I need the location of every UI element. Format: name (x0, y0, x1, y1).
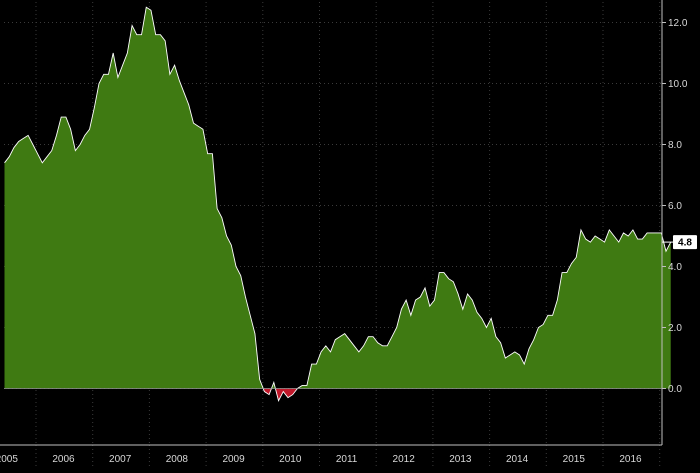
x-tick-label: 2015 (563, 454, 586, 465)
y-tick-label: 6.0 (668, 201, 682, 212)
x-tick-label: 2005 (0, 454, 18, 465)
area-series (4, 6, 672, 402)
series-line (4, 6, 672, 402)
y-tick-label: 4.0 (668, 262, 682, 273)
x-tick-label: 2013 (449, 454, 472, 465)
last-value-label: 4.8 (678, 238, 692, 249)
x-tick-label: 2007 (109, 454, 132, 465)
x-tick-label: 2016 (619, 454, 642, 465)
y-tick-label: 2.0 (668, 323, 682, 334)
positive-area (4, 7, 671, 389)
x-tick-label: 2010 (279, 454, 302, 465)
last-value-box (673, 235, 697, 250)
y-tick-label: 8.0 (668, 140, 682, 151)
x-tick-label: 2009 (222, 454, 245, 465)
x-tick-label: 2012 (393, 454, 416, 465)
y-tick-label: 0.0 (668, 384, 682, 395)
x-tick-label: 2008 (166, 454, 189, 465)
x-tick-label: 2014 (506, 454, 529, 465)
x-tick-label: 2011 (336, 454, 358, 465)
tick-labels: 0.0 2.0 4.0 6.0 8.0 10.0 12.0 2005 2006 2007 2008 2… (0, 18, 688, 465)
axes (0, 0, 666, 446)
x-tick-label: 2006 (52, 454, 75, 465)
y-tick-label: 12.0 (668, 18, 688, 29)
y-tick-label: 10.0 (668, 79, 688, 90)
last-value-marker: 4.8 (662, 235, 697, 250)
